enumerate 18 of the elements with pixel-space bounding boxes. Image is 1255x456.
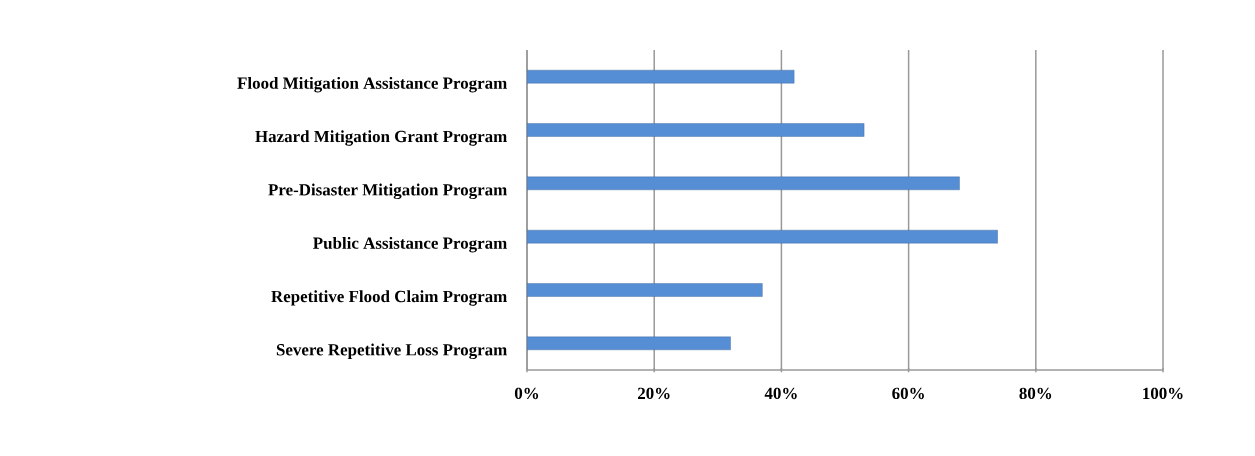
x-tick-label: 80% bbox=[1019, 387, 1052, 400]
bar bbox=[527, 283, 763, 297]
x-tick-label: 60% bbox=[892, 387, 924, 400]
bar bbox=[527, 229, 998, 244]
bar bbox=[527, 176, 960, 191]
bar bbox=[527, 69, 795, 84]
bar bbox=[527, 336, 731, 351]
y-tick-label: Repetitive Flood Claim Program bbox=[271, 290, 507, 306]
y-tick-label: Severe Repetitive Loss Program bbox=[276, 343, 507, 360]
x-tick-label: 0% bbox=[514, 387, 539, 400]
y-tick-label: Public Assistance Program bbox=[313, 236, 507, 253]
y-tick-label: Hazard Mitigation Grant Program bbox=[255, 130, 507, 146]
y-tick-label: Pre-Disaster Mitigation Program bbox=[268, 183, 507, 200]
bar bbox=[527, 123, 865, 137]
x-tick-label: 40% bbox=[764, 387, 797, 400]
y-tick-label: Flood Mitigation Assistance Program bbox=[237, 76, 507, 93]
x-tick-label: 20% bbox=[637, 387, 670, 400]
x-tick-label: 100% bbox=[1143, 387, 1183, 400]
